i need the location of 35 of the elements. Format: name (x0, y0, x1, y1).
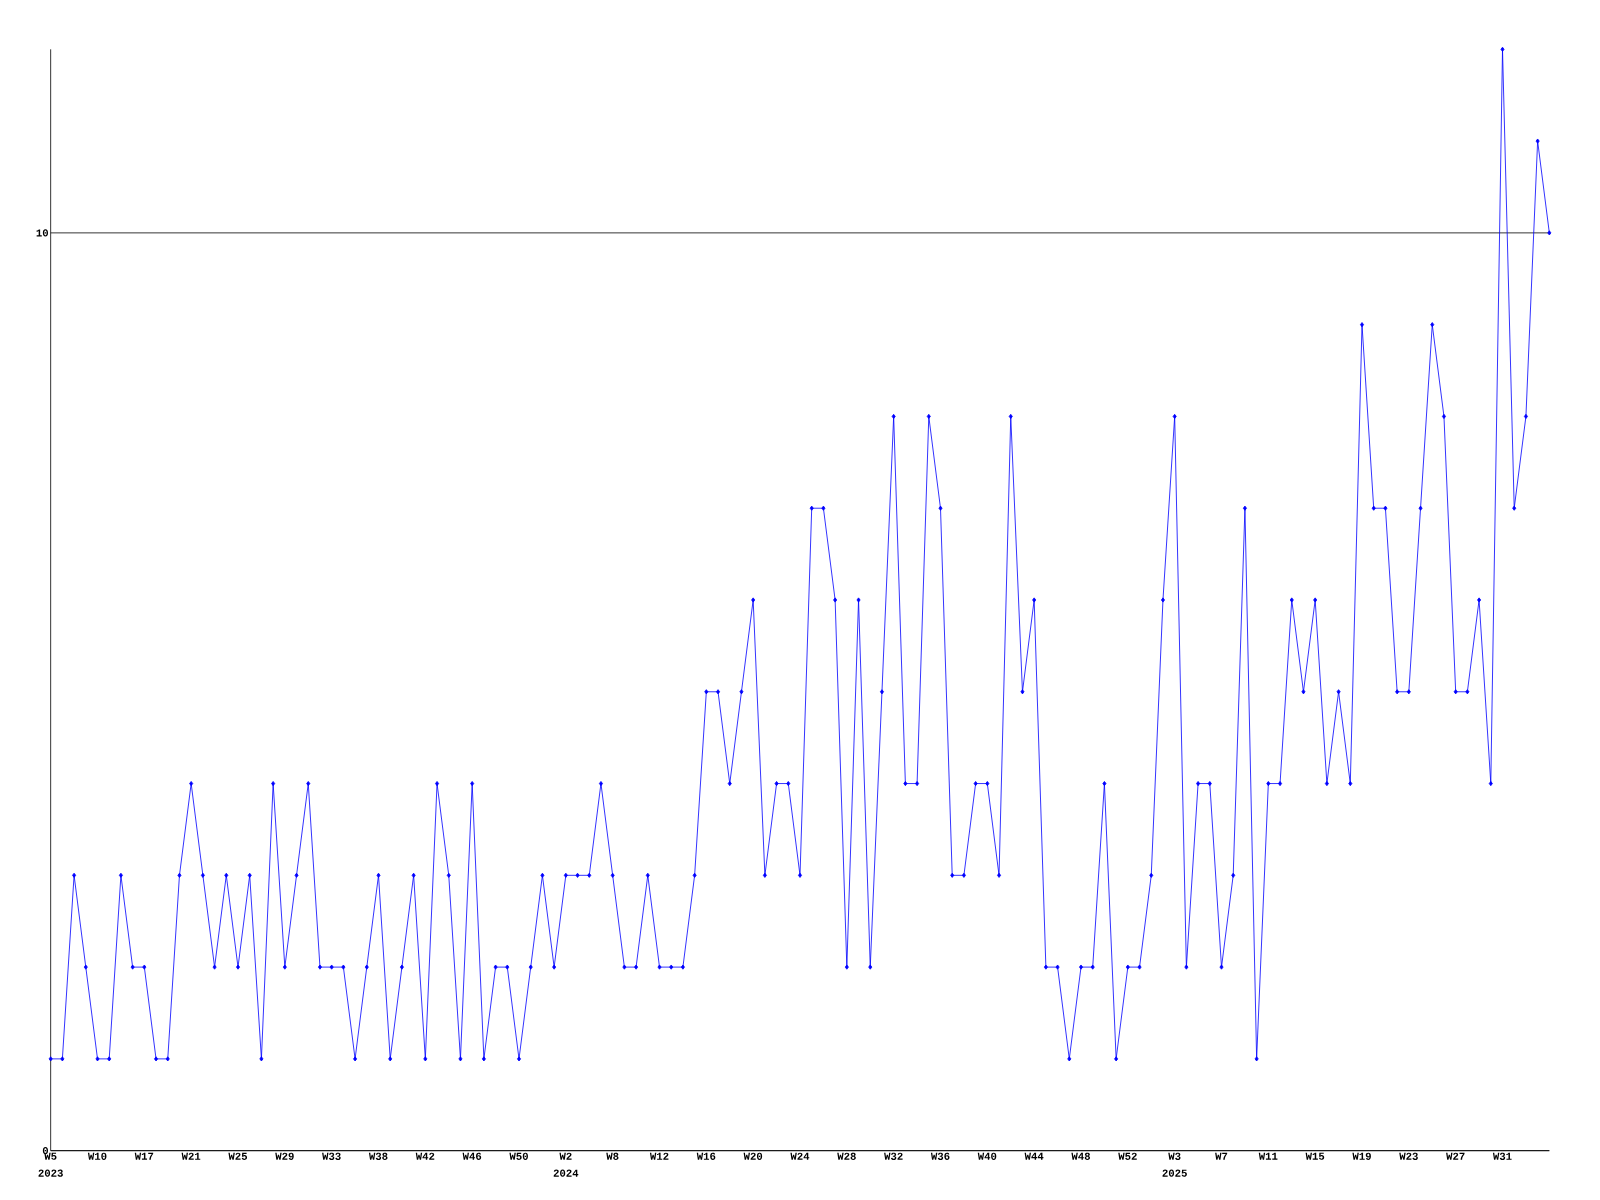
x-tick-label: W20 (743, 1152, 763, 1160)
x-tick-label: W48 (1071, 1152, 1090, 1160)
x-tick-label: W28 (837, 1152, 856, 1160)
x-tick-label: W2 (559, 1152, 572, 1160)
x-tick-label: W3 (1168, 1152, 1181, 1160)
y-tick-label: 10 (36, 229, 49, 237)
text: 2023 (38, 1169, 63, 1177)
x-tick-label: W31 (1492, 1152, 1512, 1160)
x-tick-label: W15 (1305, 1152, 1325, 1160)
x-tick-label: W24 (790, 1152, 810, 1160)
x-tick-label: W16 (696, 1152, 716, 1160)
x-tick-label: W52 (1118, 1152, 1137, 1160)
x-tick-label: W11 (1258, 1152, 1278, 1160)
text: 2024 (553, 1169, 579, 1177)
x-tick-label: W17 (134, 1152, 154, 1160)
x-tick-label: W19 (1352, 1152, 1371, 1160)
x-tick-label: W40 (977, 1152, 997, 1160)
x-tick-label: W27 (1446, 1152, 1465, 1160)
x-tick-label: W46 (462, 1152, 482, 1160)
x-tick-label: W21 (181, 1152, 201, 1160)
x-tick-label: W10 (87, 1152, 107, 1160)
x-tick-label: W36 (930, 1152, 950, 1160)
x-tick-label: W50 (509, 1152, 528, 1160)
x-tick-label: W7 (1215, 1152, 1228, 1160)
x-tick-label: W42 (415, 1152, 435, 1160)
text: 2025 (1162, 1169, 1187, 1177)
x-tick-label: W8 (606, 1152, 619, 1160)
x-tick-label: W23 (1399, 1152, 1418, 1160)
x-tick-label: W29 (275, 1152, 294, 1160)
x-tick-label: W32 (884, 1152, 903, 1160)
x-tick-label: W33 (322, 1152, 341, 1160)
x-tick-label: W44 (1024, 1152, 1044, 1160)
x-tick-label: W12 (649, 1152, 669, 1160)
x-tick-label: W25 (228, 1152, 248, 1160)
x-tick-label: W38 (368, 1152, 388, 1160)
